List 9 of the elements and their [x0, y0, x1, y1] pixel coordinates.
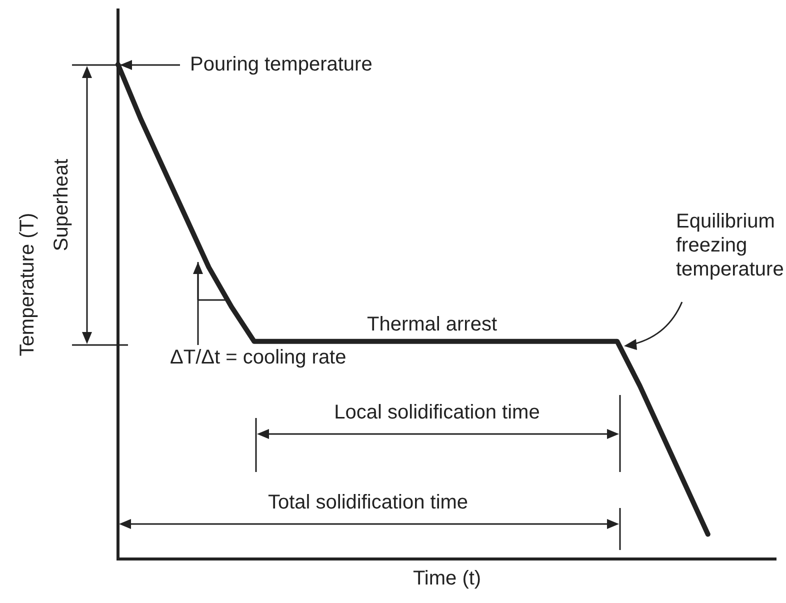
annotation: Thermal arrest — [366, 314, 498, 336]
annotation: Local solidification time — [334, 402, 540, 424]
x-axis-title: Time (t) — [412, 568, 482, 590]
y-axis-title: Temperature (T) — [16, 212, 39, 356]
annotation: Pouring temperature — [190, 54, 372, 76]
annotation: ΔT/Δt = cooling rate — [170, 346, 346, 369]
annotation: Equilibrium freezing temperature — [676, 210, 784, 281]
annotation: Total solidification time — [268, 492, 468, 514]
text: Superheat — [50, 158, 73, 252]
